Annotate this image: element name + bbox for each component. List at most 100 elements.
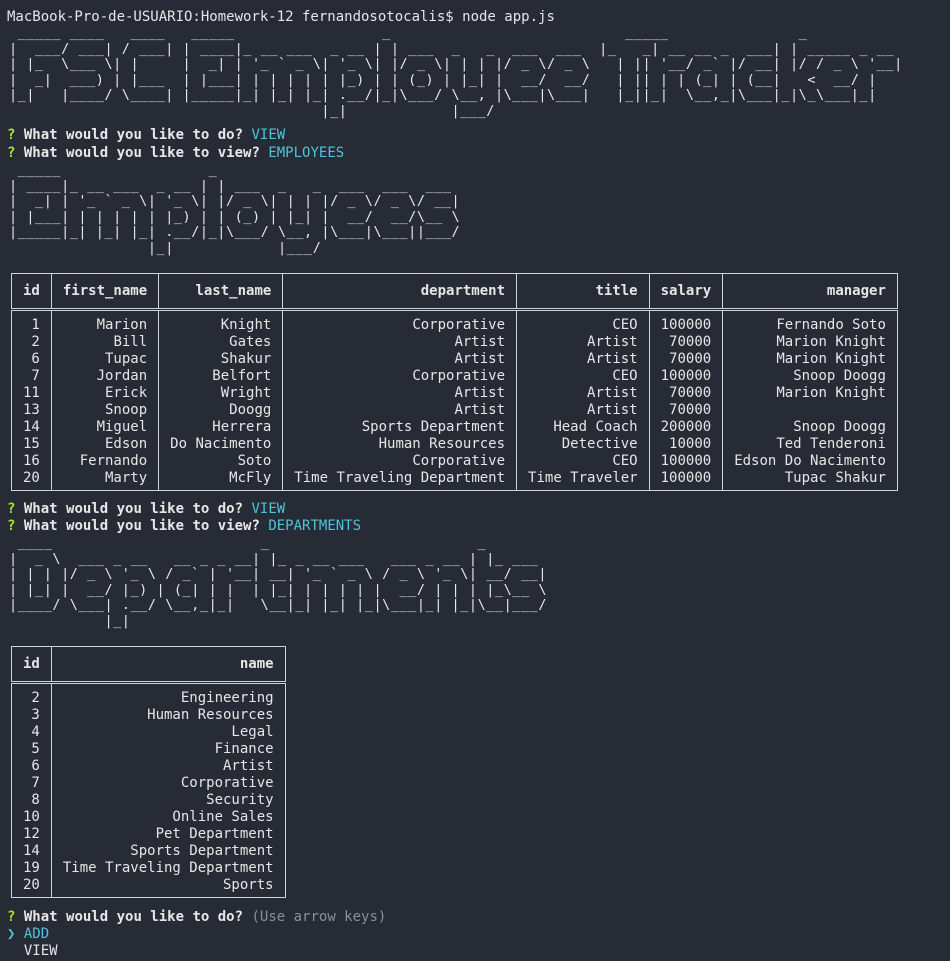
prompt-question: What would you like to view? — [23, 145, 260, 161]
table-row: 2 Engineering — [11, 682, 286, 707]
table-cell: Artist — [282, 334, 518, 351]
table-cell: Knight — [158, 309, 284, 334]
table-row: 16 Fernando Soto Corporative CEO 100000 Edson … — [11, 453, 898, 470]
employees-ascii-banner: _____ _ | ____|_ __ ___ _ __ | | ___ _ _… — [9, 162, 461, 256]
table-cell: Artist — [282, 351, 518, 368]
prompt-question: What would you like to do? — [23, 909, 244, 925]
table-cell: CEO — [516, 453, 650, 470]
table-cell: CEO — [516, 309, 650, 334]
table-cell: Marion Knight — [722, 334, 898, 351]
table-row: 20 Sports — [11, 877, 286, 898]
column-header: id — [11, 273, 52, 311]
departments-table: id name 2 Engineering 3 Human Resources 4 Lega… — [11, 646, 286, 898]
table-cell: 14 — [11, 843, 52, 860]
table-cell: Finance — [50, 741, 286, 758]
table-cell: Soto — [158, 453, 284, 470]
table-cell: 20 — [11, 470, 52, 491]
table-cell: Artist — [516, 351, 650, 368]
column-header: first_name — [50, 273, 160, 311]
table-cell: Human Resources — [50, 707, 286, 724]
table-cell: Security — [50, 792, 286, 809]
table-cell: 13 — [11, 402, 52, 419]
app-title-ascii-banner: _____ ____ ____ _____ _ _____ _ | ___/ _… — [9, 25, 903, 119]
prompt-answer: VIEW — [251, 501, 286, 517]
table-row: 6 Artist — [11, 758, 286, 775]
table-row: 2 Bill Gates Artist Artist 70000 Marion Knight — [11, 334, 898, 351]
table-cell: Engineering — [50, 682, 286, 707]
table-cell: 70000 — [648, 334, 724, 351]
table-cell: 3 — [11, 707, 52, 724]
table-cell: 5 — [11, 741, 52, 758]
table-cell: 200000 — [648, 419, 724, 436]
table-cell: Marion Knight — [722, 385, 898, 402]
table-cell: 6 — [11, 758, 52, 775]
table-cell: Detective — [516, 436, 650, 453]
table-cell: 4 — [11, 724, 52, 741]
question-mark-icon: ? — [7, 518, 16, 534]
table-cell: 14 — [11, 419, 52, 436]
table-cell: Human Resources — [282, 436, 518, 453]
column-header: name — [50, 646, 286, 684]
table-cell: Artist — [282, 385, 518, 402]
table-cell: 100000 — [648, 309, 724, 334]
table-cell: Artist — [282, 402, 518, 419]
table-row: 7 Jordan Belfort Corporative CEO 100000 Snoop … — [11, 368, 898, 385]
table-cell: Miguel — [50, 419, 160, 436]
pointer-icon: ❯ — [7, 926, 16, 942]
table-cell: Edson Do Nacimento — [722, 453, 898, 470]
menu-option-add[interactable]: ❯ ADD — [7, 926, 49, 943]
table-row: 13 Snoop Doogg Artist Artist 70000 — [11, 402, 898, 419]
table-cell: Snoop Doogg — [722, 368, 898, 385]
table-cell: Time Traveler — [516, 470, 650, 491]
column-header: salary — [648, 273, 724, 311]
table-cell: Tupac — [50, 351, 160, 368]
table-cell: Artist — [516, 385, 650, 402]
table-cell: 70000 — [648, 402, 724, 419]
table-cell: Fernando Soto — [722, 309, 898, 334]
table-cell: Erick — [50, 385, 160, 402]
table-cell: 20 — [11, 877, 52, 898]
table-cell: 70000 — [648, 385, 724, 402]
table-cell: 70000 — [648, 351, 724, 368]
table-row: 6 Tupac Shakur Artist Artist 70000 Marion Knig… — [11, 351, 898, 368]
table-cell: McFly — [158, 470, 284, 491]
table-row: 14 Miguel Herrera Sports Department Head Coa… — [11, 419, 898, 436]
menu-option-label: VIEW — [23, 943, 58, 959]
table-cell: Head Coach — [516, 419, 650, 436]
table-cell: Tupac Shakur — [722, 470, 898, 491]
table-cell: 12 — [11, 826, 52, 843]
prompt-question: What would you like to do? — [23, 501, 244, 517]
table-cell: Corporative — [282, 453, 518, 470]
table-cell: 2 — [11, 334, 52, 351]
menu-option-view[interactable]: VIEW — [7, 943, 58, 960]
table-cell: Artist — [50, 758, 286, 775]
prompt-answer: EMPLOYEES — [268, 145, 345, 161]
table-cell: 10 — [11, 809, 52, 826]
table-cell: Corporative — [282, 368, 518, 385]
table-cell: Marty — [50, 470, 160, 491]
table-cell: 19 — [11, 860, 52, 877]
command-line: MacBook-Pro-de-USUARIO:Homework-12 ferna… — [7, 9, 555, 25]
table-cell: 1 — [11, 309, 52, 334]
table-row: 19 Time Traveling Department — [11, 860, 286, 877]
table-cell: Sports — [50, 877, 286, 898]
table-row: 8 Security — [11, 792, 286, 809]
table-cell: Pet Department — [50, 826, 286, 843]
employees-table: id first_name last_name department title sala… — [11, 273, 898, 491]
table-row: 10 Online Sales — [11, 809, 286, 826]
menu-option-label: ADD — [23, 926, 50, 942]
prompt-hint: (Use arrow keys) — [251, 909, 387, 925]
table-row: 15 Edson Do Nacimento Human Resources Detect… — [11, 436, 898, 453]
table-cell: Do Nacimento — [158, 436, 284, 453]
table-cell: 16 — [11, 453, 52, 470]
table-cell: 2 — [11, 682, 52, 707]
prompt-answer: DEPARTMENTS — [268, 518, 362, 534]
prompt-question: What would you like to view? — [23, 518, 260, 534]
table-cell: Time Traveling Department — [282, 470, 518, 491]
prompt-line: ? What would you like to view? EMPLOYEES — [7, 145, 344, 162]
table-cell: Edson — [50, 436, 160, 453]
table-row: 11 Erick Wright Artist Artist 70000 Marion Kni… — [11, 385, 898, 402]
table-row: 14 Sports Department — [11, 843, 286, 860]
table-cell: Corporative — [50, 775, 286, 792]
column-header: id — [11, 646, 52, 684]
